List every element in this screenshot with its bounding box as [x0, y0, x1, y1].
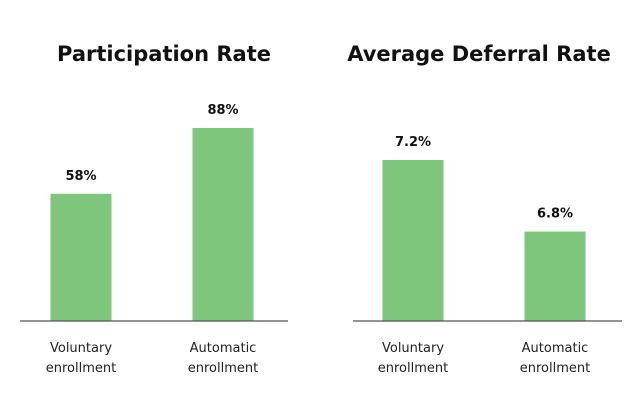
- chart-panel-1: Participation Rate 58% Voluntary enrollment…: [20, 42, 288, 376]
- x-tick-label: Voluntary enrollment: [378, 341, 448, 376]
- data-label: 6.8%: [537, 207, 573, 222]
- x-tick-label-line: Automatic: [190, 341, 257, 356]
- bar: [192, 128, 254, 321]
- data-label: 7.2%: [395, 135, 431, 150]
- chart-title: Participation Rate: [57, 42, 271, 66]
- chart-panel-2: Average Deferral Rate 7.2% Voluntary enroll…: [347, 42, 622, 376]
- x-tick-label-line: enrollment: [520, 361, 590, 376]
- x-tick-label-line: enrollment: [46, 361, 116, 376]
- x-tick-label: Automatic enrollment: [520, 341, 590, 376]
- x-tick-label-line: Automatic: [522, 341, 589, 356]
- bar: [50, 193, 112, 321]
- bar: [382, 160, 444, 321]
- x-tick-label: Automatic enrollment: [188, 341, 258, 376]
- x-tick-label-line: Voluntary: [50, 341, 112, 356]
- data-label: 58%: [65, 169, 96, 184]
- x-tick-label: Voluntary enrollment: [46, 341, 116, 376]
- chart-title: Average Deferral Rate: [347, 42, 611, 66]
- x-tick-label-line: Voluntary: [382, 341, 444, 356]
- bar: [524, 231, 586, 321]
- x-tick-label-line: enrollment: [378, 361, 448, 376]
- data-label: 88%: [207, 103, 238, 118]
- x-tick-label-line: enrollment: [188, 361, 258, 376]
